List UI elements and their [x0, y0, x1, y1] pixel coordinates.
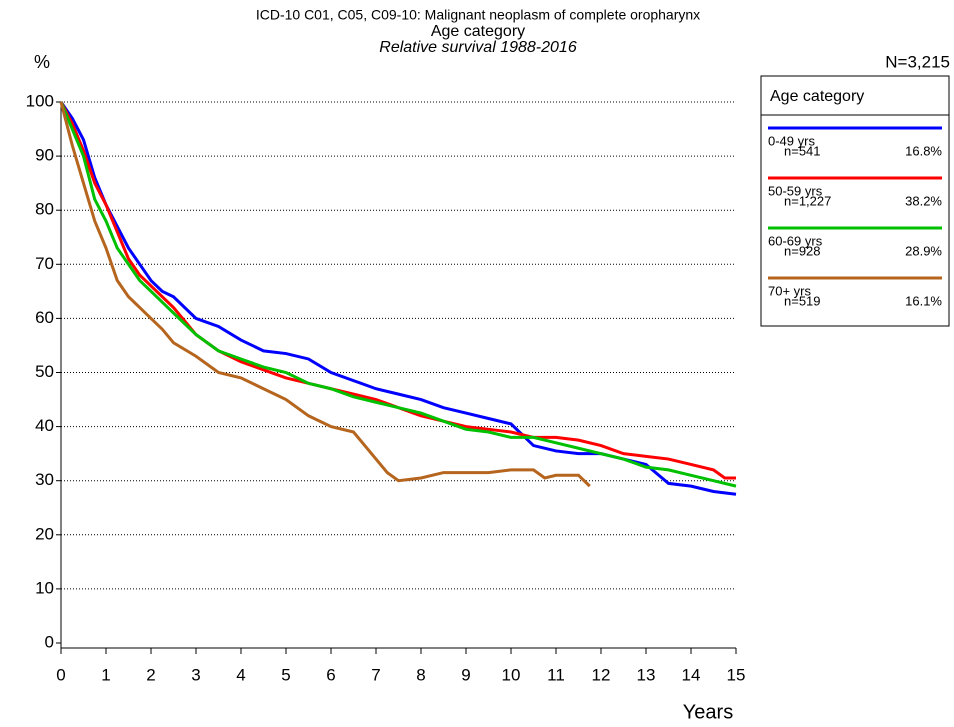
legend-count: n=519 — [784, 293, 821, 308]
y-tick-label: 60 — [35, 308, 54, 327]
chart-title: ICD-10 C01, C05, C09-10: Malignant neopl… — [256, 7, 700, 23]
total-count: N=3,215 — [885, 52, 950, 71]
x-tick-label: 12 — [592, 665, 611, 684]
x-tick-label: 7 — [371, 665, 380, 684]
x-tick-label: 11 — [547, 665, 565, 684]
x-tick-label: 0 — [56, 665, 65, 684]
y-tick-label: 50 — [35, 362, 54, 381]
x-tick-label: 14 — [682, 665, 701, 684]
x-tick-label: 10 — [502, 665, 521, 684]
legend-share: 28.9% — [905, 243, 942, 258]
survival-line — [59, 101, 737, 488]
y-tick-label: 10 — [35, 578, 54, 597]
x-tick-label: 4 — [236, 665, 245, 684]
x-tick-label: 9 — [461, 665, 470, 684]
x-tick-label: 15 — [727, 665, 746, 684]
x-tick-label: 8 — [416, 665, 425, 684]
legend-name: 60-69 yrs — [768, 233, 823, 248]
chart-subtitle: Relative survival 1988-2016 — [379, 39, 577, 56]
y-tick-label: 100 — [26, 91, 54, 110]
y-axis-label: % — [34, 52, 50, 72]
x-tick-label: 2 — [146, 665, 155, 684]
x-axis-label: Years — [683, 701, 733, 723]
legend-count: n=928 — [784, 243, 821, 258]
y-tick-label: 40 — [35, 416, 54, 435]
x-tick-label: 13 — [637, 665, 656, 684]
y-tick-label: 0 — [45, 632, 54, 651]
legend-name: 0-49 yrs — [768, 133, 815, 148]
y-tick-label: 30 — [35, 470, 54, 489]
legend-count: n=1,227 — [784, 193, 831, 208]
y-tick-label: 90 — [35, 146, 54, 165]
legend-name: 70+ yrs — [768, 283, 811, 298]
y-tick-label: 80 — [35, 200, 54, 219]
legend-box — [760, 75, 950, 327]
x-tick-label: 3 — [191, 665, 200, 684]
legend-share: 38.2% — [905, 193, 942, 208]
legend-count: n=541 — [784, 143, 821, 158]
chart-subtitle: Age category — [431, 23, 525, 40]
x-tick-label: 5 — [281, 665, 290, 684]
survival-line — [59, 101, 591, 488]
legend-name: 50-59 yrs — [768, 183, 823, 198]
y-tick-label: 70 — [35, 254, 54, 273]
y-tick-label: 20 — [35, 524, 54, 543]
legend-title: Age category — [770, 88, 864, 105]
legend-share: 16.1% — [905, 293, 942, 308]
survival-line — [59, 101, 736, 480]
x-tick-label: 1 — [101, 665, 110, 684]
legend-share: 16.8% — [905, 143, 942, 158]
x-tick-label: 6 — [326, 665, 335, 684]
